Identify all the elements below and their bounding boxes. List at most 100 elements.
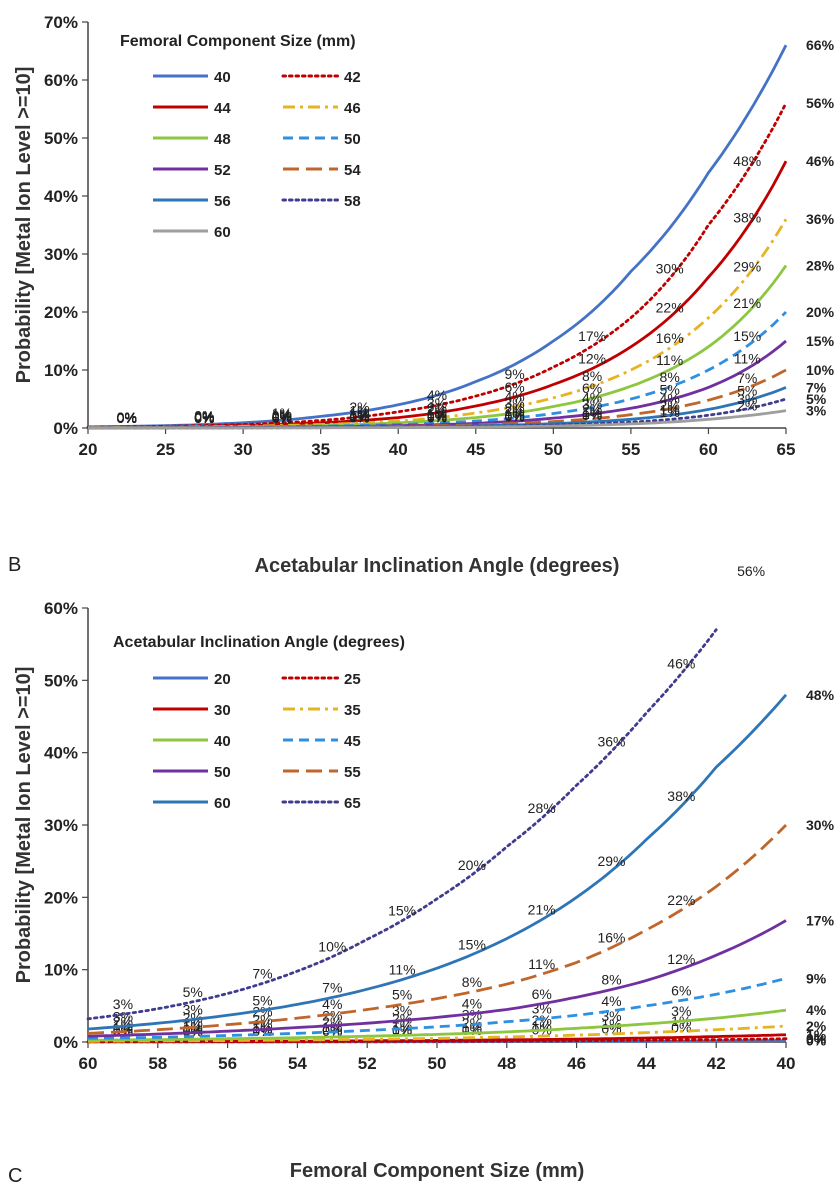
data-label: 1% — [504, 407, 524, 423]
data-label: 2% — [504, 403, 524, 419]
x-tick-label: 35 — [311, 440, 330, 459]
data-label: 15% — [733, 328, 761, 344]
end-label: 4% — [806, 1002, 827, 1018]
end-label: 30% — [806, 817, 835, 833]
x-tick-label: 46 — [567, 1054, 586, 1073]
legend-title: Femoral Component Size (mm) — [120, 33, 356, 50]
data-label: 0% — [582, 407, 602, 423]
end-label: 2% — [806, 1018, 827, 1034]
data-label: 6% — [504, 379, 524, 395]
data-label: 4% — [660, 391, 680, 407]
end-label: 56% — [806, 95, 835, 111]
legend-label: 55 — [344, 764, 361, 781]
data-label: 0% — [194, 409, 214, 425]
data-label: 0% — [194, 409, 214, 425]
y-axis-title: Probability [Metal Ion Level >=10] — [13, 67, 35, 384]
x-tick-label: 65 — [777, 440, 796, 459]
x-tick-label: 56 — [218, 1054, 237, 1073]
x-tick-label: 25 — [156, 440, 175, 459]
data-label: 0% — [272, 410, 292, 426]
data-label: 16% — [597, 930, 625, 946]
data-label: 1% — [504, 405, 524, 421]
legend-label: 30 — [214, 702, 231, 719]
series-line-30 — [88, 1033, 787, 1043]
y-tick-label: 30% — [44, 816, 78, 835]
data-label: 4% — [504, 389, 524, 405]
data-label: 4% — [427, 387, 447, 403]
data-label: 7% — [737, 370, 757, 386]
legend-label: 60 — [214, 224, 231, 241]
data-label: 8% — [660, 369, 680, 385]
x-tick-label: 40 — [389, 440, 408, 459]
data-label: 2% — [427, 403, 447, 419]
x-axis-title: Acetabular Inclination Angle (degrees) — [255, 555, 620, 577]
data-label: 56% — [737, 563, 765, 579]
data-label: 10% — [318, 939, 346, 955]
data-label: 0% — [427, 409, 447, 425]
y-tick-label: 50% — [44, 129, 78, 148]
data-label: 0% — [117, 409, 137, 425]
data-label: 1% — [582, 404, 602, 420]
data-label: 0% — [194, 410, 214, 426]
end-label: 46% — [806, 153, 835, 169]
data-label: 0% — [117, 410, 137, 426]
legend-label: 20 — [214, 671, 231, 688]
chart-panel-c: 0% 10% 20% 30% 40% 50% 60% 60 58 56 54 52 50 48 46 44 42… — [8, 563, 835, 1187]
data-label: 0% — [671, 1019, 691, 1035]
data-label: 1% — [349, 407, 369, 423]
data-label: 1% — [660, 404, 680, 420]
data-label: 5% — [737, 383, 757, 399]
data-label: 2% — [660, 397, 680, 413]
end-label: 9% — [806, 970, 827, 986]
data-label: 2% — [532, 1012, 552, 1028]
data-label: 11% — [389, 962, 416, 978]
y-tick-label: 20% — [44, 303, 78, 322]
data-label: 0% — [117, 409, 137, 425]
data-label: 3% — [504, 395, 524, 411]
y-tick-label: 50% — [44, 671, 78, 690]
end-label: 20% — [806, 304, 835, 320]
data-label: 21% — [733, 295, 761, 311]
y-tick-label: 10% — [44, 961, 78, 980]
x-tick-label: 45 — [466, 440, 485, 459]
legend-label: 52 — [214, 162, 231, 179]
legend-label: 56 — [214, 193, 231, 210]
data-label: 0% — [117, 409, 137, 425]
series-line-45 — [87, 976, 787, 1040]
data-label: 0% — [194, 410, 214, 426]
chart-panel-b: 0% 10% 20% 30% 40% 50% 60% 70% 20 25 30 35 40 45 50 55 6… — [8, 13, 835, 577]
data-label: 0% — [272, 410, 292, 426]
data-label: 12% — [667, 951, 695, 967]
end-label: 10% — [806, 362, 835, 378]
data-label: 36% — [597, 733, 625, 749]
y-axis-title: Probability [Metal Ion Level >=10] — [13, 667, 35, 984]
legend-label: 54 — [344, 162, 361, 179]
data-label: 0% — [117, 410, 137, 426]
data-label: 3% — [671, 1003, 691, 1019]
data-label: 7% — [252, 965, 272, 981]
x-tick-label: 42 — [707, 1054, 726, 1073]
data-label: 0% — [427, 409, 447, 425]
y-tick-label: 60% — [44, 599, 78, 618]
end-label: 1% — [806, 1027, 827, 1043]
legend-label: 50 — [214, 764, 231, 781]
data-label: 0% — [194, 410, 214, 426]
x-tick-label: 60 — [79, 1054, 98, 1073]
data-label: 0% — [194, 408, 214, 424]
data-label: 2% — [427, 400, 447, 416]
y-tick-label: 40% — [44, 744, 78, 763]
data-label: 29% — [733, 258, 761, 274]
panel-letter: C — [8, 1165, 22, 1187]
x-tick-label: 58 — [148, 1054, 167, 1073]
legend-label: 58 — [344, 193, 361, 210]
data-label: 3% — [427, 395, 447, 411]
data-label: 38% — [667, 788, 695, 804]
series-line-46 — [88, 218, 788, 429]
data-label: 0% — [504, 409, 524, 425]
data-label: 0% — [194, 408, 214, 424]
data-label: 30% — [656, 260, 684, 276]
data-label: 1% — [349, 405, 369, 421]
data-label: 1% — [660, 401, 680, 417]
data-label: 0% — [194, 410, 214, 426]
data-label: 1% — [427, 408, 447, 424]
